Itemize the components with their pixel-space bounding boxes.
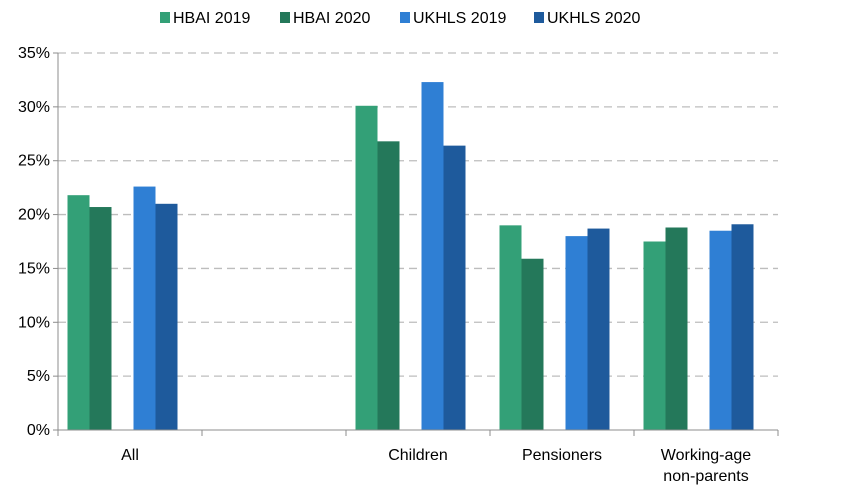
bar — [377, 141, 400, 430]
y-tick-label: 30% — [18, 99, 50, 116]
x-category-label: Children — [388, 447, 448, 464]
legend-swatch — [160, 12, 170, 23]
bar — [133, 186, 156, 430]
bar — [355, 105, 378, 430]
y-tick-label: 0% — [27, 422, 50, 439]
x-category-label: All — [121, 447, 139, 464]
legend-label: HBAI 2019 — [173, 10, 250, 27]
bar — [521, 258, 544, 430]
legend-label: UKHLS 2020 — [547, 10, 640, 27]
bar — [443, 145, 466, 431]
legend-swatch — [534, 12, 544, 23]
x-category-label: Pensioners — [522, 447, 602, 464]
y-tick-label: 35% — [18, 45, 50, 62]
bar — [587, 228, 610, 430]
y-tick-label: 5% — [27, 368, 50, 385]
bar — [643, 241, 666, 430]
legend-label: HBAI 2020 — [293, 10, 370, 27]
legend-swatch — [280, 12, 290, 23]
legend-label: UKHLS 2019 — [413, 10, 506, 27]
bar — [731, 224, 754, 430]
x-axis: All Children Pensioners Working-age non-pare… — [57, 429, 779, 485]
bar — [665, 227, 688, 430]
x-category-label: non-parents — [663, 468, 748, 485]
y-tick-label: 10% — [18, 314, 50, 331]
y-axis: 0% 5% 10% 15% 20% 25% 30% 35% — [18, 45, 59, 439]
bar — [67, 195, 90, 430]
bars — [67, 82, 754, 431]
bar — [421, 82, 444, 430]
bar — [565, 236, 588, 430]
x-category-label: Working-age — [661, 447, 752, 464]
y-tick-label: 25% — [18, 153, 50, 170]
bar — [89, 207, 112, 430]
bar — [709, 230, 732, 430]
bar — [499, 225, 522, 430]
y-tick-label: 20% — [18, 207, 50, 224]
legend-swatch — [400, 12, 410, 23]
legend: HBAI 2019 HBAI 2020 UKHLS 2019 UKHLS 2020 — [160, 10, 640, 27]
y-tick-label: 15% — [18, 260, 50, 277]
bar — [155, 203, 178, 430]
